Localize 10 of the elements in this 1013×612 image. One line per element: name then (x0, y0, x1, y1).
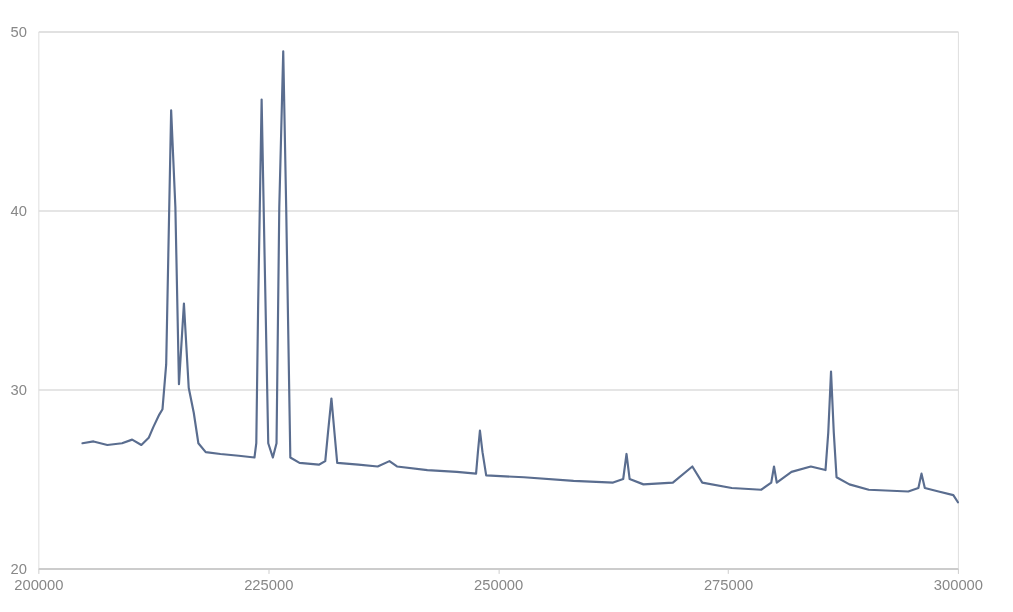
line-series (81, 50, 959, 504)
y-tick-label: 20 (10, 560, 28, 577)
x-tick-label: 250000 (474, 576, 524, 593)
y-tick-label: 40 (10, 202, 28, 219)
x-tick-label: 225000 (244, 576, 294, 593)
y-tick-label: 50 (10, 23, 28, 40)
x-tick-label: 300000 (933, 576, 984, 593)
x-tick-label: 200000 (14, 576, 64, 593)
y-tick-label: 30 (10, 381, 28, 398)
x-tick-label: 275000 (703, 576, 754, 593)
